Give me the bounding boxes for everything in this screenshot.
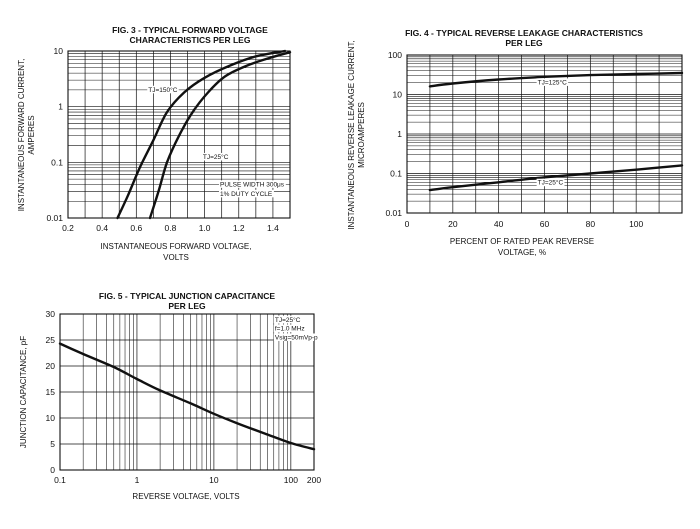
fig5-annotation-bg — [273, 315, 302, 324]
fig3-xtick-label: 0.4 — [96, 223, 108, 233]
fig3-frame — [67, 50, 291, 219]
fig5-xtick-label: 1 — [135, 475, 140, 485]
fig5-xtick-label: 10 — [209, 475, 219, 485]
fig3-annotation-bg — [218, 189, 274, 198]
fig4-ytick-label: 0.1 — [390, 169, 402, 179]
fig3-annotation-bg — [218, 180, 286, 188]
fig3-xtick-label: 0.6 — [130, 223, 142, 233]
fig3-ylabel2: AMPERES — [27, 115, 36, 154]
fig3-xtick-label: 0.2 — [62, 223, 74, 233]
fig3-annotation-bg — [147, 85, 179, 94]
fig3-series-line-0 — [116, 49, 287, 220]
fig3-ytick-label: 0.1 — [51, 157, 63, 167]
fig4-xtick-label: 60 — [540, 219, 550, 229]
fig3-annotation: PULSE WIDTH 300μs — [220, 181, 285, 188]
fig4-subtitle: PER LEG — [505, 38, 543, 48]
fig5-annotation: f=1.0 MHz — [275, 326, 305, 333]
fig3-ytick-label: 1 — [58, 102, 63, 112]
fig4-xtick-label: 40 — [494, 219, 504, 229]
fig4-xtick-label: 80 — [586, 219, 596, 229]
fig3-ytick-label: 10 — [54, 46, 64, 56]
fig3-xtick-label: 1.2 — [233, 223, 245, 233]
fig5-annotation: Vsig=50mVp-p — [275, 334, 318, 341]
fig3-xlabel2: VOLTS — [163, 253, 189, 262]
fig5-ytick-label: 5 — [50, 439, 55, 449]
fig4-annotation-bg — [536, 78, 569, 86]
fig3-subtitle: CHARACTERISTICS PER LEG — [130, 35, 251, 45]
fig5-ytick-label: 20 — [46, 361, 56, 371]
fig5-series-line-0 — [58, 342, 316, 451]
fig4-xtick-label: 100 — [629, 219, 643, 229]
fig5-title: FIG. 5 - TYPICAL JUNCTION CAPACITANCE — [99, 291, 275, 301]
fig4-series-line-1 — [428, 164, 684, 192]
fig3-annotation-bg — [201, 152, 230, 161]
fig4-ylabel2: MICROAMPERES — [357, 102, 366, 168]
fig5-xtick-label: 200 — [307, 475, 321, 485]
fig4-plot: 0 20 40 60 80 100 0.01 0.1 1 10 100 TJ=125°C TJ=25°C — [385, 50, 684, 229]
fig5-annotation-bg — [273, 324, 306, 333]
fig5-ytick-label: 0 — [50, 465, 55, 475]
fig4-ytick-label: 10 — [393, 90, 403, 100]
fig4-xtick-label: 20 — [448, 219, 458, 229]
fig5-junction-capacitance-chart: FIG. 5 - TYPICAL JUNCTION CAPACITANCE PE… — [19, 291, 322, 501]
fig4-series-line-0 — [428, 71, 684, 88]
fig4-ytick-label: 0.01 — [385, 208, 402, 218]
fig4-annotation-bg — [536, 178, 565, 187]
fig4-frame — [406, 54, 683, 214]
fig3-ytick-label: 0.01 — [46, 213, 63, 223]
fig3-forward-voltage-chart: FIG. 3 - TYPICAL FORWARD VOLTAGE CHARACT… — [17, 25, 292, 262]
fig3-annotation: 1% DUTY CYCLE — [220, 191, 273, 198]
fig4-xlabel2: VOLTAGE, % — [498, 248, 546, 257]
fig5-annotation: TJ=25°C — [275, 316, 301, 324]
fig3-xtick-label: 1.4 — [267, 223, 279, 233]
fig4-ylabel: INSTANTANEOUS REVERSE LEAKAGE CURRENT, — [347, 40, 356, 230]
fig5-ylabel: JUNCTION CAPACITANCE, pF — [19, 336, 28, 448]
fig4-reverse-leakage-chart: FIG. 4 - TYPICAL REVERSE LEAKAGE CHARACT… — [347, 28, 684, 257]
fig3-series-line-1 — [148, 51, 292, 220]
fig4-ytick-label: 100 — [388, 50, 402, 60]
fig5-plot: 0.1 1 10 100 200 0 5 10 15 20 25 30 TJ=25°C f=1.0 MHz… — [46, 309, 322, 485]
fig5-ytick-label: 25 — [46, 335, 56, 345]
fig5-ytick-label: 15 — [46, 387, 56, 397]
fig3-xtick-label: 1.0 — [199, 223, 211, 233]
fig3-plot: 0.2 0.4 0.6 0.8 1.0 1.2 1.4 0.01 0.1 1 10 TJ=150°C T… — [46, 46, 292, 233]
fig3-xtick-label: 0.8 — [165, 223, 177, 233]
fig3-annotation: TJ=25°C — [203, 153, 229, 161]
fig4-xlabel: PERCENT OF RATED PEAK REVERSE — [450, 237, 594, 246]
fig4-annotation: TJ=125°C — [538, 78, 567, 86]
fig5-ytick-label: 30 — [46, 309, 56, 319]
fig5-annotation-bg — [273, 333, 320, 341]
fig3-xlabel: INSTANTANEOUS FORWARD VOLTAGE, — [101, 242, 252, 251]
fig3-title: FIG. 3 - TYPICAL FORWARD VOLTAGE — [112, 25, 268, 35]
fig5-frame — [59, 313, 315, 471]
fig4-title: FIG. 4 - TYPICAL REVERSE LEAKAGE CHARACT… — [405, 28, 643, 38]
fig5-ytick-label: 10 — [46, 413, 56, 423]
fig4-annotation: TJ=25°C — [538, 179, 564, 187]
fig3-ylabel: INSTANTANEOUS FORWARD CURRENT, — [17, 59, 26, 212]
fig5-xtick-label: 100 — [284, 475, 298, 485]
fig4-ytick-label: 1 — [397, 129, 402, 139]
fig4-xtick-label: 0 — [405, 219, 410, 229]
fig5-subtitle: PER LEG — [168, 301, 206, 311]
fig3-annotation: TJ=150°C — [148, 86, 177, 94]
fig5-xtick-label: 0.1 — [54, 475, 66, 485]
fig5-xlabel: REVERSE VOLTAGE, VOLTS — [132, 492, 239, 501]
